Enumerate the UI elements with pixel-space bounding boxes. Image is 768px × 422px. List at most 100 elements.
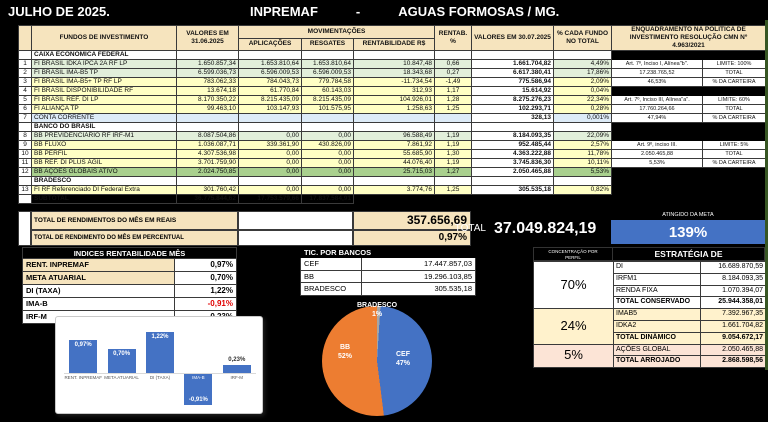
- section-label[interactable]: BRADESCO: [31, 176, 177, 186]
- resgates-cell[interactable]: 0,00: [301, 131, 354, 141]
- indice-label[interactable]: RENT. INPREMAF: [22, 259, 175, 272]
- enquadramento-left-cell[interactable]: Art. 7º, Inciso III, Alínea"a".: [611, 95, 703, 105]
- enquadramento-left-cell[interactable]: 17.238.765,52: [611, 68, 703, 78]
- rentab-pct-cell[interactable]: 1,27: [434, 167, 472, 177]
- indice-label[interactable]: IMA-B: [22, 298, 175, 311]
- row-number-cell[interactable]: 13: [18, 185, 32, 195]
- row-number-cell[interactable]: 11: [18, 158, 32, 168]
- rentab-pct-cell[interactable]: 0,27: [434, 68, 472, 78]
- totals-numcol-cell[interactable]: [18, 211, 31, 246]
- resgates-cell[interactable]: 6.596.009,53: [301, 68, 354, 78]
- indice-value[interactable]: 0,70%: [175, 272, 237, 285]
- estrategia-value-cell[interactable]: 16.689.870,59: [700, 261, 766, 274]
- estrategia-name-cell[interactable]: TOTAL CONSERVADO: [613, 296, 701, 310]
- empty-cell[interactable]: [238, 50, 302, 60]
- rentabilidade-cell[interactable]: 25.715,03: [353, 167, 435, 177]
- valores-cur-cell[interactable]: 102.293,71: [471, 104, 554, 114]
- valores-cur-cell[interactable]: 3.745.836,30: [471, 158, 554, 168]
- enquadramento-left-cell[interactable]: 5,53%: [611, 158, 703, 168]
- aplicacoes-cell[interactable]: 339.361,90: [238, 140, 302, 150]
- row-number-cell[interactable]: 7: [18, 113, 32, 123]
- rentab-pct-cell[interactable]: 1,28: [434, 95, 472, 105]
- funds-header[interactable]: FUNDOS DE INVESTIMENTO: [31, 25, 177, 51]
- banco-value[interactable]: 17.447.857,03: [362, 258, 476, 271]
- concentracao-pct-cell[interactable]: 70%: [533, 260, 614, 310]
- aplicacoes-cell[interactable]: 1.653.810,64: [238, 59, 302, 69]
- rentabilidade-cell[interactable]: 96.588,49: [353, 131, 435, 141]
- resgates-cell[interactable]: 0,00: [301, 149, 354, 159]
- valores-cur-cell[interactable]: 6.617.380,41: [471, 68, 554, 78]
- pct-fundo-cell[interactable]: 5,53%: [553, 167, 612, 177]
- totals-empty-cell-2[interactable]: [238, 230, 353, 246]
- pct-fundo-cell[interactable]: 17,86%: [553, 68, 612, 78]
- fund-name-cell[interactable]: FI BRASIL REF. DI LP: [31, 95, 177, 105]
- empty-cell[interactable]: [553, 122, 612, 132]
- rentab-pct-cell[interactable]: 1,25: [434, 104, 472, 114]
- aplicacoes-cell[interactable]: 784.043,73: [238, 77, 302, 87]
- row-number-header[interactable]: [18, 25, 32, 51]
- pct-fundo-cell[interactable]: 2,09%: [553, 77, 612, 87]
- valores-cur-cell[interactable]: 15.614,92: [471, 86, 554, 96]
- row-number-cell[interactable]: 1: [18, 59, 32, 69]
- indice-value[interactable]: -0,91%: [175, 298, 237, 311]
- enquadramento-right-cell[interactable]: % DA CARTEIRA: [701, 158, 767, 168]
- rentab-pct-cell[interactable]: 0,66: [434, 59, 472, 69]
- estrategia-value-cell[interactable]: 2.050.465,88: [700, 343, 766, 357]
- valores-prev-cell[interactable]: 8.087.504,86: [176, 131, 239, 141]
- pct-fundo-cell[interactable]: 0,04%: [553, 86, 612, 96]
- rendimento-percentual-label[interactable]: TOTAL DE RENDIMENTO DO MÊS EM PERCENTUAL: [31, 230, 238, 246]
- valores-prev-cell[interactable]: 4.307.536,98: [176, 149, 239, 159]
- rentabilidade-cell[interactable]: 7.861,92: [353, 140, 435, 150]
- estrategia-name-cell[interactable]: IDKA2: [613, 319, 701, 333]
- valores-cur-cell[interactable]: 4.363.222,88: [471, 149, 554, 159]
- aplicacoes-cell[interactable]: 8.215.435,09: [238, 95, 302, 105]
- banco-value[interactable]: 305.535,18: [362, 283, 476, 296]
- subtotal-valores-prev[interactable]: 36.775.844,62: [176, 194, 239, 204]
- empty-cell[interactable]: [553, 176, 612, 186]
- estrategia-name-cell[interactable]: IRFM1: [613, 272, 701, 286]
- pct-fundo-cell[interactable]: 22,34%: [553, 95, 612, 105]
- pct-fundo-cell[interactable]: 2,57%: [553, 140, 612, 150]
- row-number-cell[interactable]: [18, 122, 32, 132]
- aplicacoes-cell[interactable]: 6.596.009,53: [238, 68, 302, 78]
- fund-name-cell[interactable]: BB PREVIDENCIÁRIO RF IRF-M1: [31, 131, 177, 141]
- banco-label[interactable]: CEF: [300, 258, 362, 271]
- estrategia-value-cell[interactable]: 7.392.967,35: [700, 308, 766, 321]
- row-number-cell[interactable]: 8: [18, 131, 32, 141]
- valores-cur-cell[interactable]: 1.661.704,82: [471, 59, 554, 69]
- valores-cur-cell[interactable]: 8.184.093,35: [471, 131, 554, 141]
- fund-name-cell[interactable]: BB FLUXO: [31, 140, 177, 150]
- estrategia-value-cell[interactable]: 1.070.394,07: [700, 284, 766, 298]
- empty-cell[interactable]: [471, 122, 554, 132]
- enquadramento-left-cell[interactable]: 46,53%: [611, 77, 703, 87]
- rendimentos-reais-label[interactable]: TOTAL DE RENDIMENTOS DO MÊS EM REAIS: [31, 211, 238, 230]
- valores-cur-cell[interactable]: 8.275.276,23: [471, 95, 554, 105]
- valores-prev-cell[interactable]: 13.674,18: [176, 86, 239, 96]
- valores-prev-cell[interactable]: 8.170.350,22: [176, 95, 239, 105]
- valores-cur-cell[interactable]: 952.485,44: [471, 140, 554, 150]
- valores-cur-cell[interactable]: 328,13: [471, 113, 554, 123]
- resgates-cell[interactable]: 0,00: [301, 167, 354, 177]
- empty-cell[interactable]: [176, 122, 239, 132]
- valores-prev-cell[interactable]: 301.760,42: [176, 185, 239, 195]
- resgates-header[interactable]: RESGATES: [301, 37, 354, 51]
- rentabilidade-cell[interactable]: 55.685,90: [353, 149, 435, 159]
- rendimento-percentual-value[interactable]: 0,97%: [353, 230, 471, 246]
- enquadramento-header[interactable]: ENQUADRAMENTO NA POLITICA DE INVESTIMENT…: [610, 25, 767, 51]
- empty-cell[interactable]: [301, 122, 354, 132]
- empty-cell[interactable]: [434, 122, 472, 132]
- empty-cell[interactable]: [353, 176, 435, 186]
- concentracao-pct-cell[interactable]: 24%: [533, 308, 614, 345]
- resgates-cell[interactable]: 0,00: [301, 185, 354, 195]
- aplicacoes-cell[interactable]: 0,00: [238, 158, 302, 168]
- indice-label[interactable]: DI (TAXA): [22, 285, 175, 298]
- subtotal-label[interactable]: SUBTOTAL: [31, 194, 177, 204]
- section-label[interactable]: BANCO DO BRASIL: [31, 122, 177, 132]
- row-number-cell[interactable]: 5: [18, 95, 32, 105]
- totals-empty-cell-1[interactable]: [238, 211, 353, 230]
- indices-title[interactable]: INDICES RENTABILIDADE MÊS: [22, 247, 237, 259]
- enquadramento-right-cell[interactable]: LIMITE: 100%: [701, 59, 767, 69]
- valores-prev-cell[interactable]: 1.650.857,34: [176, 59, 239, 69]
- banco-label[interactable]: BRADESCO: [300, 283, 362, 296]
- row-number-cell[interactable]: [18, 50, 32, 60]
